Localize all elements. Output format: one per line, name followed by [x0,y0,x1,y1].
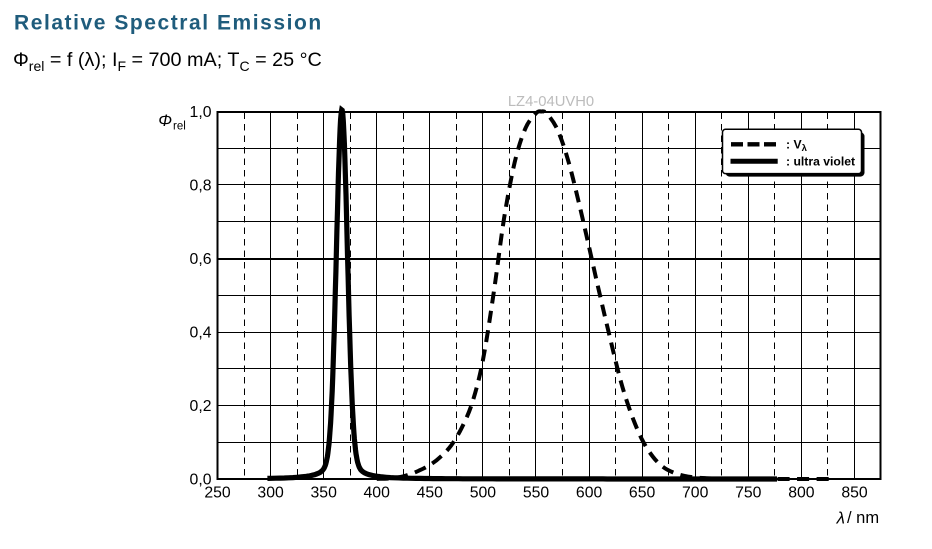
svg-text:rel: rel [173,121,186,133]
svg-text:400: 400 [364,485,391,502]
svg-text:1,0: 1,0 [190,104,212,121]
svg-text:300: 300 [257,485,284,502]
svg-text:: ultra violet: : ultra violet [786,155,855,169]
svg-text:Φrel = f (λ); IF = 700 mA; TC: Φrel = f (λ); IF = 700 mA; TC = 25 °C [13,49,322,74]
svg-text:250: 250 [204,485,231,502]
svg-text:750: 750 [735,485,762,502]
svg-text:λ: λ [836,509,845,528]
svg-text:0,0: 0,0 [190,472,212,489]
svg-text:700: 700 [682,485,709,502]
svg-text:650: 650 [629,485,656,502]
svg-text:Φ: Φ [158,112,172,130]
svg-text:0,8: 0,8 [190,178,212,195]
svg-text:350: 350 [311,485,338,502]
svg-text:450: 450 [417,485,444,502]
svg-text:LZ4-04UVH0: LZ4-04UVH0 [508,94,594,110]
svg-text:Relative Spectral Emission: Relative Spectral Emission [14,12,323,35]
svg-text:500: 500 [470,485,497,502]
svg-text:/ nm: / nm [847,509,879,527]
svg-text:800: 800 [788,485,815,502]
svg-text:0,4: 0,4 [190,325,212,342]
svg-text:0,6: 0,6 [190,251,212,268]
svg-text:0,2: 0,2 [190,398,212,415]
svg-text:600: 600 [576,485,603,502]
svg-text:550: 550 [523,485,550,502]
svg-text:850: 850 [841,485,868,502]
